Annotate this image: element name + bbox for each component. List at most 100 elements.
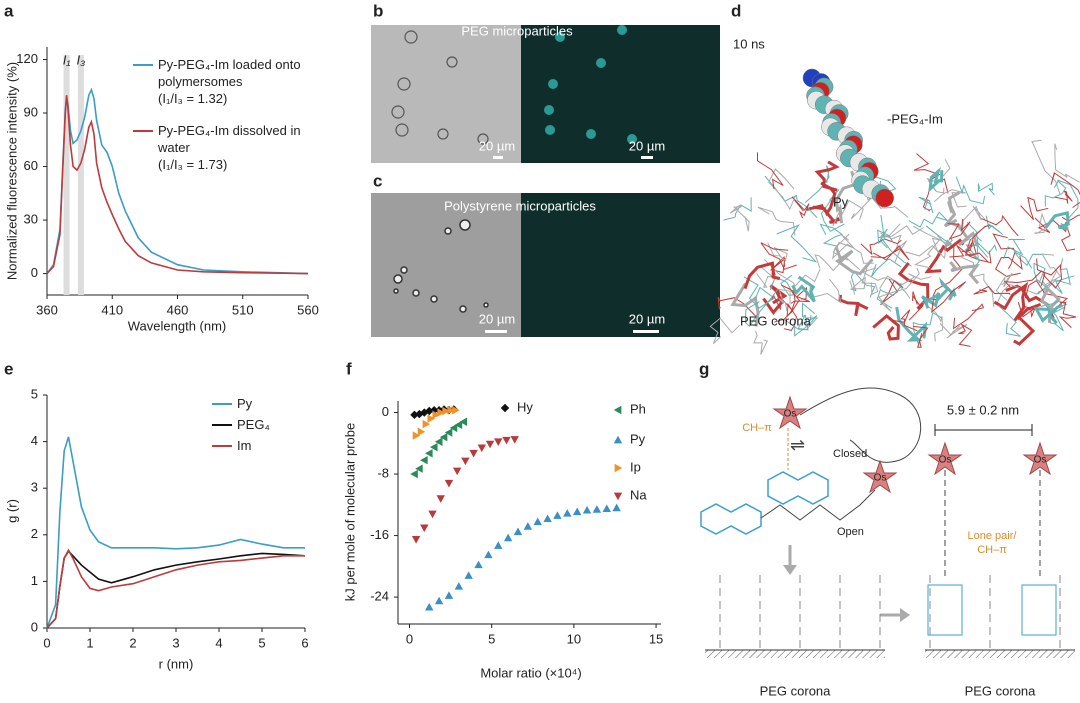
polymer-chain: [860, 238, 902, 256]
polymer-chain: [1013, 302, 1042, 346]
md-snapshot: [709, 68, 1080, 355]
point: [429, 442, 438, 452]
polymer-chain: [1046, 258, 1071, 290]
point: [428, 510, 437, 519]
polymer-chain: [950, 221, 978, 247]
legend-marker: [613, 492, 623, 501]
legend-label: Hy: [517, 399, 533, 414]
y-tick-label: -16: [370, 527, 389, 542]
polymer-chain: [943, 191, 961, 228]
point: [477, 444, 487, 453]
panel-label: b: [373, 1, 383, 20]
panel-label: c: [373, 171, 382, 190]
polymer-chain: [768, 168, 797, 211]
point: [484, 550, 493, 559]
legend-label: PEG₄: [237, 417, 270, 432]
x-axis-label: Wavelength (nm): [128, 318, 227, 333]
polymer-chain: [997, 305, 1021, 337]
polymer-chain: [861, 267, 911, 299]
legend-swatch: [133, 64, 153, 66]
y-tick-label: 1: [31, 573, 38, 588]
corona-label: PEG corona: [760, 683, 832, 698]
polymer-chain: [947, 219, 971, 240]
panel-label: g: [699, 359, 709, 378]
band-label: I₁: [63, 52, 71, 67]
polymer-chain: [767, 242, 788, 262]
y-tick-label: 4: [31, 433, 38, 448]
point: [417, 427, 426, 436]
y-tick-label: 90: [24, 104, 38, 119]
point: [410, 469, 418, 479]
polymer-chain: [838, 294, 869, 317]
polymer-chain: [958, 323, 973, 347]
polymer-chain: [879, 273, 932, 289]
legend-note: (I₁/I₃ = 1.32): [158, 91, 228, 106]
polymer-chain: [994, 255, 1023, 277]
point: [494, 438, 503, 446]
point: [572, 507, 582, 516]
polymer-chain: [730, 282, 760, 327]
os-label: Os: [784, 409, 797, 420]
point: [444, 479, 454, 488]
polymer-chain: [939, 323, 968, 339]
polymer-chain: [778, 288, 791, 312]
panel-b-image: [371, 25, 720, 163]
polymer-chain: [1003, 270, 1046, 288]
svg-text:⇌: ⇌: [790, 435, 805, 455]
point: [459, 417, 468, 426]
legend-entry: Py: [212, 395, 397, 412]
polymer-chain: [1061, 214, 1080, 252]
polymer-chain: [914, 237, 941, 269]
series-line: [46, 87, 309, 275]
x-tick-label: 560: [297, 302, 319, 317]
polymer-chain: [1020, 196, 1049, 221]
scale-label: 20 µm: [479, 311, 515, 326]
polymer-chain: [992, 233, 1016, 270]
polymer-chain: [897, 262, 930, 310]
legend-note: (I₁/I₃ = 1.73): [158, 157, 228, 172]
legend-swatch: [212, 403, 232, 405]
point: [422, 419, 431, 429]
panel-label: d: [731, 1, 741, 20]
legend-label: Na: [630, 487, 647, 502]
legend-marker: [614, 463, 623, 473]
scale-label: 20 µm: [629, 138, 665, 153]
polymer-chain: [834, 246, 874, 276]
polymer-chain: [880, 278, 904, 306]
point: [485, 440, 495, 449]
y-tick-label: 5: [31, 386, 38, 401]
polymer-chain: [819, 223, 843, 247]
point: [582, 505, 592, 514]
panel-b-title: PEG microparticles: [461, 23, 573, 38]
legend-entry: Py-PEG₄-Im dissolved in water (I₁/I₃ = 1.…: [133, 122, 318, 173]
polymer-chain: [757, 206, 796, 236]
x-tick-label: 460: [167, 302, 189, 317]
x-tick-label: 2: [129, 635, 136, 650]
x-tick-label: 10: [567, 631, 581, 646]
x-tick-label: 0: [406, 631, 413, 646]
polymer-chain: [1014, 251, 1044, 269]
point: [469, 449, 478, 458]
polymer-chain: [949, 245, 992, 264]
polymer-chain: [723, 197, 752, 221]
polymer-chain: [931, 281, 967, 313]
y-axis-label: Normalized fluorescence intensity (%): [4, 62, 19, 280]
distance: 5.9 ± 0.2 nm: [947, 402, 1019, 417]
polymer-chain: [908, 291, 924, 321]
polymer-chain: [977, 182, 995, 196]
x-tick-label: 5: [258, 635, 265, 650]
point: [437, 408, 445, 417]
point: [444, 428, 453, 437]
polymer-chain: [961, 256, 995, 308]
polymer-chain: [1003, 238, 1025, 259]
legend-label: Ip: [630, 459, 641, 474]
point: [432, 410, 441, 420]
series-line: [46, 95, 309, 275]
ch-pi: CH–π: [742, 422, 772, 434]
point: [427, 414, 436, 423]
legend-swatch: [212, 424, 232, 426]
polymer-chain: [776, 224, 818, 263]
series-line: [46, 549, 306, 629]
panel-label: f: [346, 359, 352, 378]
x-tick-label: 360: [36, 302, 58, 317]
